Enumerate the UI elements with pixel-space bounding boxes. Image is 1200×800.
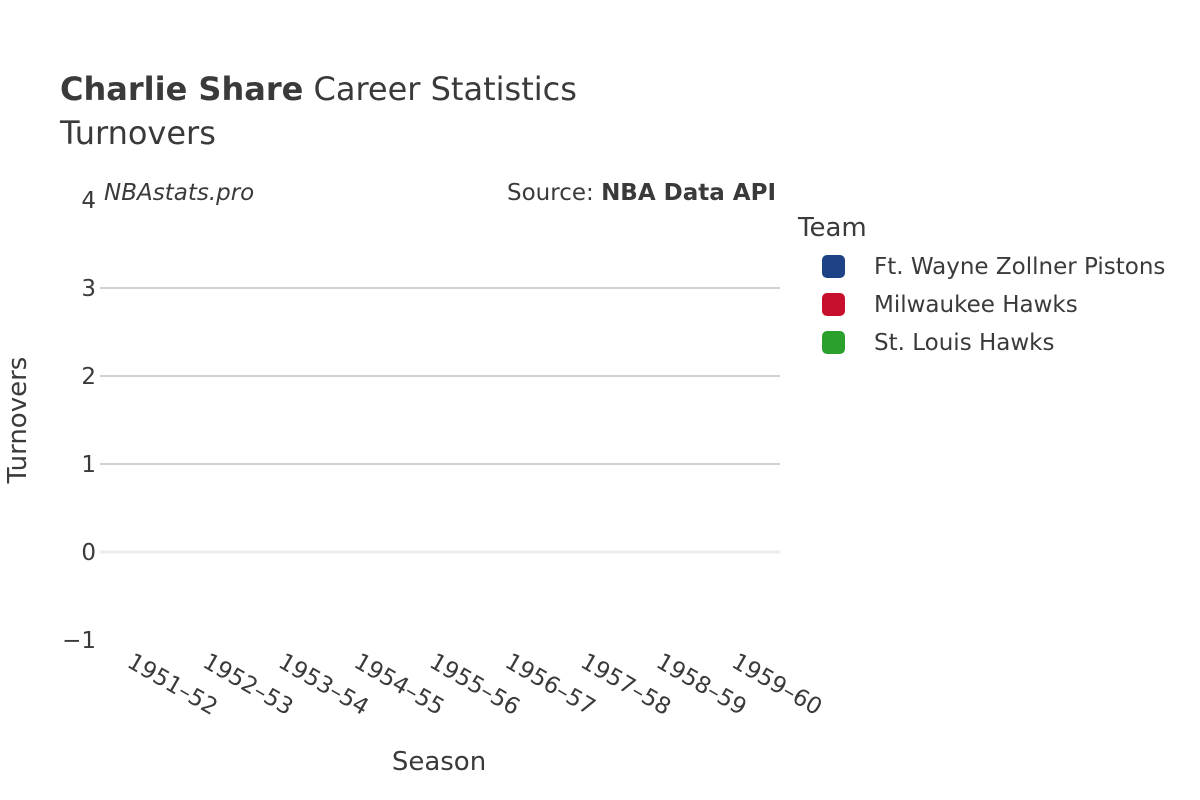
x-axis-ticks: 1951–521952–531953–541954–551955–561956–… [123, 649, 826, 721]
legend-swatch [822, 331, 845, 354]
legend: Team Ft. Wayne Zollner Pistons Milwaukee … [797, 213, 1165, 356]
legend-label: Ft. Wayne Zollner Pistons [874, 254, 1165, 280]
legend-label: St. Louis Hawks [874, 330, 1055, 356]
source-name: NBA Data API [601, 180, 776, 206]
y-axis-ticks: −1 0 1 2 3 4 [62, 188, 96, 654]
watermark: NBAstats.pro [104, 180, 254, 206]
chart-title: Charlie Share Career Statistics [60, 70, 577, 108]
legend-swatch [822, 293, 845, 316]
source-credit: Source: NBA Data API [507, 180, 776, 206]
source-label: Source: [507, 180, 601, 206]
y-tick-label: 0 [81, 540, 96, 566]
chart-title-rest: Career Statistics [303, 70, 577, 108]
y-tick-label: 1 [81, 452, 96, 478]
chart-subtitle: Turnovers [59, 114, 216, 152]
legend-title: Team [797, 213, 867, 243]
legend-items: Ft. Wayne Zollner Pistons Milwaukee Hawks… [822, 254, 1165, 356]
grid-lines [100, 287, 780, 554]
y-tick-label: −1 [62, 628, 96, 654]
y-tick-label: 2 [81, 364, 96, 390]
chart-title-player: Charlie Share [60, 70, 303, 108]
x-axis-title: Season [392, 747, 486, 777]
legend-swatch [822, 255, 845, 278]
y-axis-title: Turnovers [3, 357, 33, 485]
y-tick-label: 3 [81, 276, 96, 302]
legend-label: Milwaukee Hawks [874, 292, 1078, 318]
y-tick-label: 4 [81, 188, 96, 214]
